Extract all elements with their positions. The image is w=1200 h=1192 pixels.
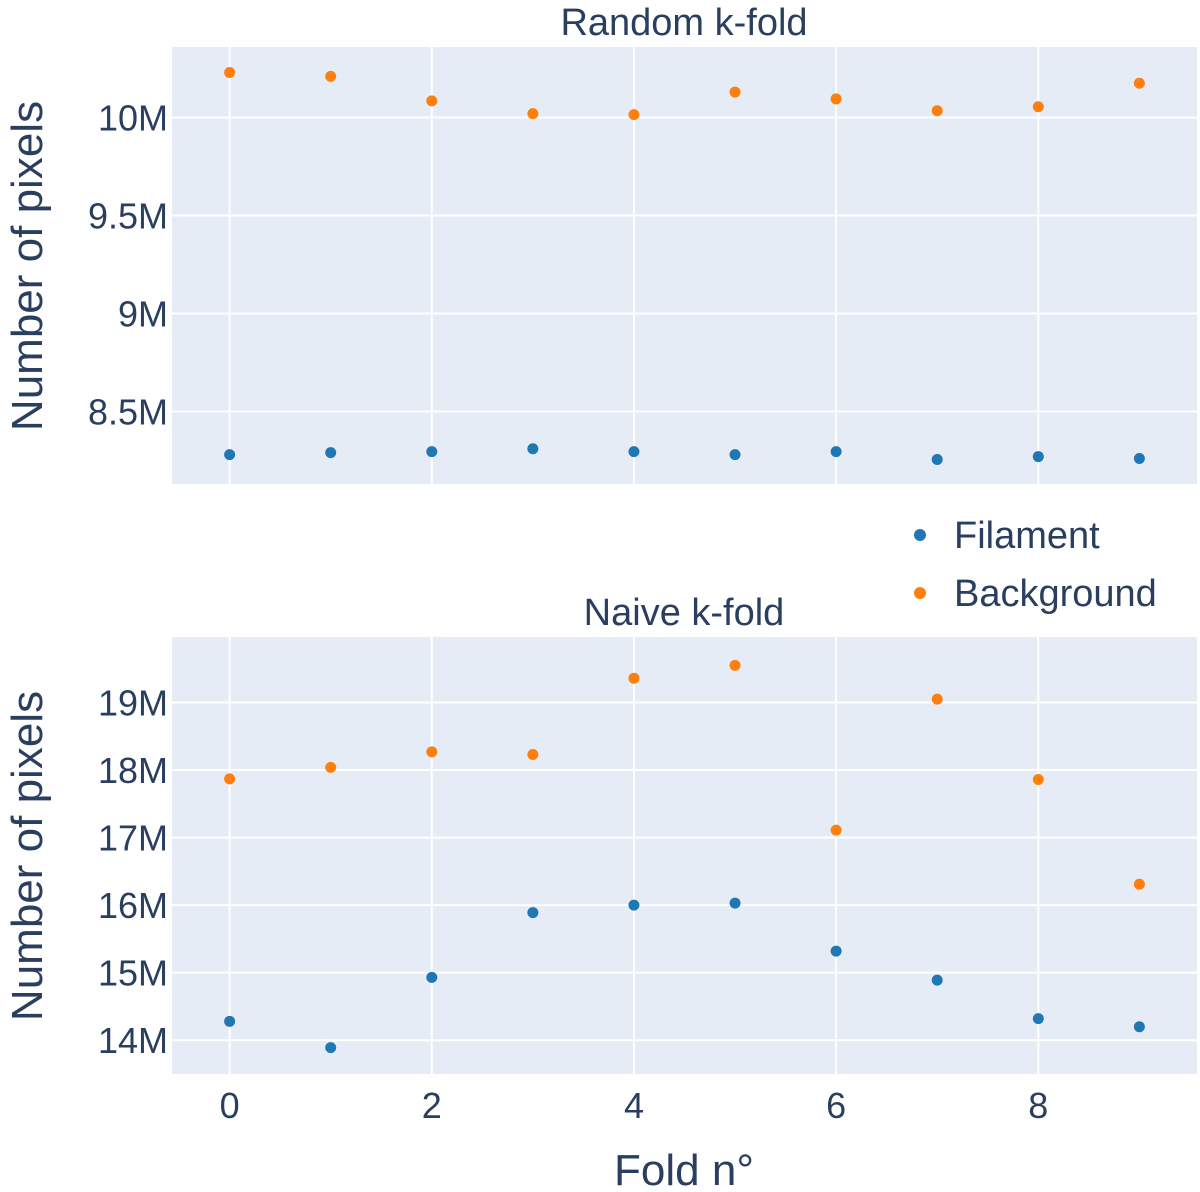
y-tick-label: 19M	[98, 683, 168, 724]
x-tick-label: 8	[1028, 1085, 1048, 1126]
data-point-background	[1032, 774, 1044, 786]
data-point-background	[527, 108, 539, 120]
data-point-background	[325, 761, 337, 773]
y-tick-label: 15M	[98, 953, 168, 994]
data-point-background	[1032, 101, 1044, 113]
data-point-background	[1133, 77, 1145, 89]
x-tick-label: 0	[220, 1085, 240, 1126]
data-point-filament	[1032, 451, 1044, 463]
data-point-filament	[224, 449, 236, 461]
y-tick-label: 10M	[98, 98, 168, 139]
data-point-filament	[224, 1015, 236, 1027]
data-point-background	[527, 749, 539, 761]
legend[interactable]: Filament Background	[914, 515, 1157, 615]
y-tick-label: 8.5M	[88, 391, 168, 432]
data-point-filament	[426, 446, 438, 458]
subplot-title-top: Random k-fold	[560, 2, 807, 44]
data-point-background	[729, 86, 741, 98]
y-tick-labels-bottom: 14M 15M 16M 17M 18M 19M	[98, 683, 168, 1062]
plot-area-bottom	[172, 637, 1197, 1074]
data-point-background	[830, 93, 842, 105]
data-point-background	[426, 95, 438, 107]
data-point-background	[426, 746, 438, 758]
data-point-filament	[628, 899, 640, 911]
data-point-filament	[1032, 1013, 1044, 1025]
legend-label-filament: Filament	[954, 515, 1100, 557]
data-point-filament	[527, 443, 539, 455]
y-axis-title-top: Number of pixels	[3, 101, 52, 431]
y-tick-label: 9M	[118, 294, 168, 335]
subplot-random-kfold: 8.5M 9M 9.5M 10M Random k-fold Number of pi…	[3, 2, 1197, 484]
y-tick-label: 17M	[98, 818, 168, 859]
data-point-filament	[628, 446, 640, 458]
data-point-filament	[931, 454, 943, 466]
data-point-filament	[729, 897, 741, 909]
data-point-filament	[325, 1042, 337, 1054]
legend-item-background[interactable]: Background	[914, 573, 1157, 615]
data-point-filament	[1133, 453, 1145, 465]
y-tick-label: 16M	[98, 885, 168, 926]
data-point-background	[628, 109, 640, 121]
y-tick-label: 9.5M	[88, 196, 168, 237]
data-point-background	[628, 672, 640, 684]
data-point-background	[224, 773, 236, 785]
data-point-filament	[325, 447, 337, 459]
data-point-filament	[931, 974, 943, 986]
x-tick-labels: 0 2 4 6 8	[220, 1085, 1049, 1126]
data-point-background	[931, 693, 943, 705]
grid-bottom	[172, 637, 1197, 1074]
subplot-naive-kfold: 14M 15M 16M 17M 18M 19M 0 2 4 6 8 Naive k-fold Nu…	[3, 592, 1197, 1192]
legend-marker-background	[914, 587, 926, 599]
subplot-title-bottom: Naive k-fold	[584, 592, 785, 634]
data-point-filament	[527, 907, 539, 919]
data-point-filament	[426, 971, 438, 983]
data-point-filament	[830, 945, 842, 957]
data-point-background	[1133, 878, 1145, 890]
x-tick-label: 2	[422, 1085, 442, 1126]
x-axis-title: Fold n°	[614, 1146, 754, 1192]
data-point-filament	[1133, 1021, 1145, 1033]
x-tick-label: 4	[624, 1085, 644, 1126]
data-point-background	[325, 70, 337, 82]
data-point-filament	[729, 449, 741, 461]
data-point-background	[931, 105, 943, 117]
y-axis-title-bottom: Number of pixels	[3, 691, 52, 1021]
data-points-bottom	[224, 659, 1145, 1054]
data-point-background	[830, 824, 842, 836]
y-tick-label: 14M	[98, 1020, 168, 1061]
legend-marker-filament	[914, 529, 926, 541]
plot-area-top	[172, 47, 1197, 484]
legend-label-background: Background	[954, 573, 1157, 615]
x-tick-label: 6	[826, 1085, 846, 1126]
data-points-top	[224, 66, 1145, 466]
data-point-filament	[830, 446, 842, 458]
data-point-background	[224, 66, 236, 78]
y-tick-labels-top: 8.5M 9M 9.5M 10M	[88, 98, 168, 433]
data-point-background	[729, 659, 741, 671]
legend-item-filament[interactable]: Filament	[914, 515, 1100, 557]
y-tick-label: 18M	[98, 750, 168, 791]
